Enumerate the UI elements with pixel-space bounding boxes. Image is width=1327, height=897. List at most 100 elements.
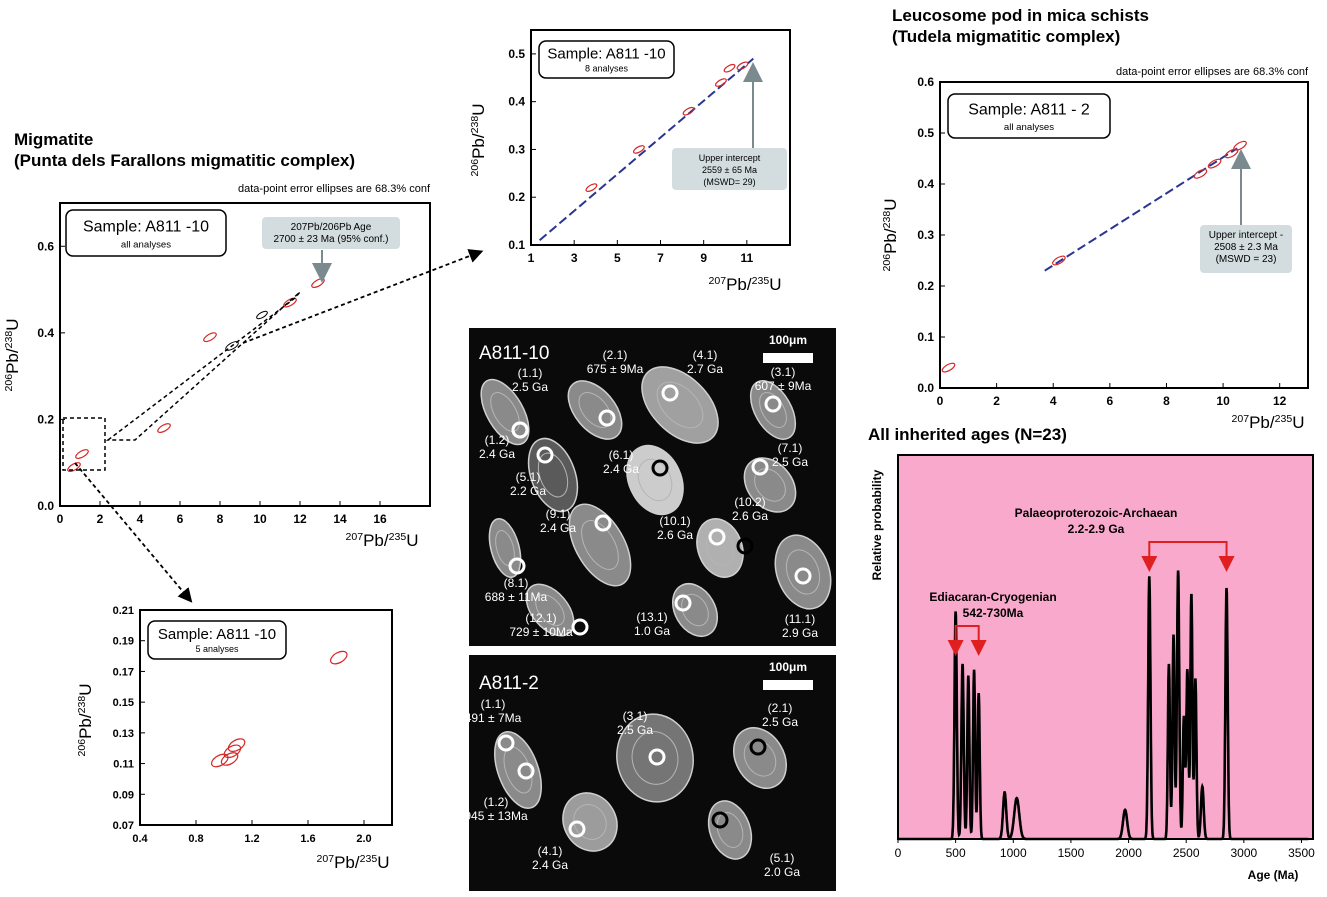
sample-box	[538, 40, 675, 79]
analysis-spot	[674, 594, 692, 612]
x-axis-label: 207Pb/235U	[1232, 413, 1305, 432]
age-marker	[0, 0, 3, 3]
zircon-zoning	[581, 520, 619, 570]
sample-box	[65, 209, 227, 257]
plot-area	[0, 0, 348, 768]
spot-age: 2.5 Ga	[772, 455, 808, 469]
discordia-line	[538, 57, 754, 241]
spot-id: (3.1)	[771, 365, 796, 379]
y-tick-label: 0.2	[508, 190, 525, 204]
age-marker	[0, 0, 3, 3]
scale-label: 100μm	[769, 660, 807, 674]
error-ellipse	[723, 63, 736, 73]
spot-id: (9.1)	[546, 507, 571, 521]
callout-text: 2559 ± 65 Ma	[702, 165, 757, 175]
migmatite-heading-line1: Migmatite	[14, 130, 94, 149]
sample-name: Sample: A811 -10	[158, 626, 276, 643]
y-tick-label: 0.0	[37, 499, 54, 513]
error-ellipse	[283, 297, 297, 308]
error-ellipse	[1052, 255, 1066, 266]
callout-box	[1200, 225, 1292, 273]
spot-age: 1.0 Ga	[634, 624, 670, 638]
analysis-spot	[511, 421, 529, 439]
callout-text: Upper intercept -	[1209, 230, 1283, 241]
zircon-grain	[641, 366, 719, 444]
spot-id: (6.1)	[609, 448, 634, 462]
spot-id: (1.1)	[518, 366, 543, 380]
x-tick-label: 10	[1216, 394, 1230, 408]
y-tick-label: 0.5	[917, 126, 934, 140]
x-tick-label: 0	[57, 512, 64, 526]
y-tick-label: 0.2	[37, 412, 54, 426]
error-ellipse	[227, 738, 246, 752]
spot-age: 607 ± 9Ma	[755, 379, 812, 393]
x-tick-label: 7	[657, 251, 664, 265]
zircon-zoning	[537, 452, 569, 498]
spot-age: 729 ± 10Ma	[509, 625, 573, 639]
spot-age: 2.5 Ga	[512, 380, 548, 394]
callout-text: 207Pb/206Pb Age	[291, 222, 372, 233]
annotation-bracket	[1148, 541, 1228, 562]
spot-age: 491 ± 7Ma	[465, 711, 522, 725]
zircon-zoning	[759, 392, 787, 428]
spot-id: (8.1)	[504, 576, 529, 590]
y-tick-label: 0.15	[113, 697, 134, 709]
x-tick-label: 2000	[1115, 846, 1142, 860]
error-ellipse	[1207, 158, 1222, 169]
sample-count: 5 analyses	[195, 644, 239, 654]
y-tick-label: 0.2	[917, 279, 934, 293]
analysis-spot	[751, 458, 769, 476]
error-ellipse	[67, 462, 81, 473]
scale-bar	[763, 353, 813, 363]
zircon-grain	[480, 378, 530, 446]
analysis-spot	[648, 748, 666, 766]
zircon-zoning	[656, 381, 704, 429]
spot-age: 2.2 Ga	[510, 484, 546, 498]
sample-name: Sample: A811 -10	[547, 45, 665, 62]
sample-name: Sample: A811 -10	[83, 219, 209, 236]
y-tick-label: 0.17	[113, 666, 134, 678]
dark-ellipse	[225, 341, 239, 351]
zircon-zoning	[535, 594, 565, 626]
spot-id: (1.2)	[484, 795, 509, 809]
age-marker	[0, 0, 3, 3]
migmatite-heading: Migmatite (Punta dels Farallons migmatit…	[14, 129, 355, 171]
y-tick-label: 0.1	[917, 330, 934, 344]
x-tick-label: 10	[253, 512, 267, 526]
error-ellipse	[585, 183, 598, 193]
x-tick-label: 1	[528, 251, 535, 265]
age-marker	[0, 0, 3, 3]
spot-age: 945 ± 13Ma	[464, 809, 528, 823]
error-ellipse	[220, 752, 239, 766]
x-tick-label: 4	[137, 512, 144, 526]
analysis-spot	[536, 446, 554, 464]
age-marker	[0, 0, 3, 3]
annotation-title: Ediacaran-Cryogenian	[929, 590, 1056, 604]
error-ellipse	[632, 145, 645, 154]
annotation-title: Palaeoproterozoic-Archaean	[1015, 506, 1178, 520]
analysis-spot	[568, 820, 586, 838]
analysis-spot	[711, 811, 729, 829]
plot-area	[0, 0, 325, 473]
zoom-connectors	[62, 249, 484, 603]
x-tick-label: 3500	[1288, 846, 1315, 860]
spot-age: 2.4 Ga	[532, 858, 568, 872]
chart-subtitle: data-point error ellipses are 68.3% conf	[1116, 66, 1309, 78]
migmatite-heading-line2: (Punta dels Farallons migmatitic complex…	[14, 151, 356, 170]
analysis-spot	[651, 459, 669, 477]
x-tick-label: 8	[217, 512, 224, 526]
y-axis-label: 206Pb/238U	[469, 104, 488, 177]
zircon-grain	[774, 534, 832, 610]
discordia-line	[1044, 147, 1238, 272]
age-marker	[0, 0, 3, 3]
x-tick-label: 1.6	[300, 833, 315, 845]
y-tick-label: 0.11	[113, 759, 134, 771]
x-tick-label: 8	[1163, 394, 1170, 408]
sample-count: all analyses	[121, 240, 171, 251]
callout-text: (MSWD = 23)	[1216, 254, 1277, 265]
x-tick-label: 6	[1107, 394, 1114, 408]
analysis-spot	[517, 762, 535, 780]
x-tick-label: 6	[177, 512, 184, 526]
photo-title: A811-10	[479, 343, 549, 364]
